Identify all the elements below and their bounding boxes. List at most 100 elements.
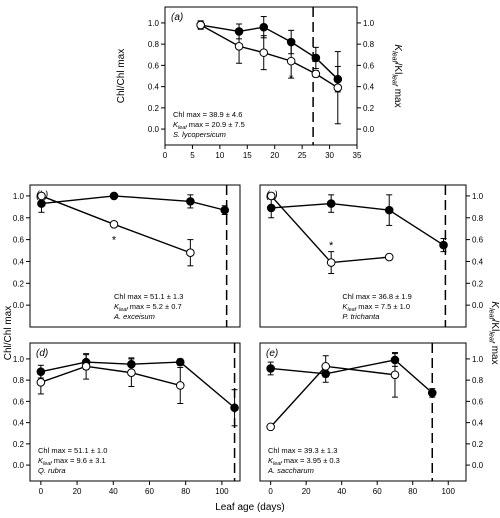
marker-open bbox=[37, 191, 46, 201]
y-axis-title-left: Chl/Chl max bbox=[116, 49, 127, 103]
legend-line: Chl max = 36.8 ± 1.9 bbox=[342, 292, 411, 301]
y-tick-label-right: 0.2 bbox=[472, 279, 484, 288]
y-tick-label-right: 0.6 bbox=[363, 61, 375, 70]
x-tick-label: 60 bbox=[373, 487, 382, 496]
marker-filled bbox=[186, 197, 195, 206]
plot-frame bbox=[29, 342, 241, 482]
legend-species: P. trichanta bbox=[342, 312, 379, 321]
chart-panel: 0.00.20.40.60.81.0(c)*Chl max = 36.8 ± 1… bbox=[259, 184, 484, 328]
y-tick-label: 0.4 bbox=[13, 419, 25, 428]
marker-filled bbox=[220, 205, 230, 215]
series-line bbox=[270, 359, 433, 394]
marker-filled bbox=[311, 53, 321, 63]
marker-open bbox=[326, 258, 336, 267]
y-tick-label: 0.0 bbox=[13, 461, 25, 470]
y-tick-label: 0.8 bbox=[148, 40, 160, 49]
marker-open bbox=[36, 377, 46, 387]
marker-filled bbox=[384, 205, 394, 215]
marker-open bbox=[384, 252, 394, 262]
marker-open bbox=[127, 368, 136, 378]
legend-line: Kleaf max = 9.6 ± 3.1 bbox=[38, 456, 106, 467]
chart-panel: 0.0 0.2 0.4 0.6 0.8 1.0 0 20 40 60 80 100 (d) Chl max… bbox=[13, 342, 241, 496]
y-tick-label: 0.0 bbox=[148, 125, 160, 134]
significance-mark: * bbox=[329, 240, 334, 252]
x-tick-label: 20 bbox=[270, 151, 279, 160]
x-tick-label: 5 bbox=[190, 151, 195, 160]
marker-filled bbox=[175, 357, 185, 367]
x-tick-label: 10 bbox=[215, 151, 224, 160]
y-tick-label: 1.0 bbox=[13, 355, 25, 364]
x-tick-label: 20 bbox=[302, 487, 311, 496]
marker-open bbox=[266, 422, 275, 432]
series-line bbox=[270, 365, 396, 428]
x-axis-title: Leaf age (days) bbox=[215, 502, 285, 513]
marker-open bbox=[175, 381, 185, 390]
marker-filled bbox=[427, 388, 437, 398]
y-axis-title-shared-right: Kleaf/Klleaf max bbox=[488, 301, 500, 364]
marker-open bbox=[259, 48, 269, 57]
series-line bbox=[200, 24, 339, 80]
x-tick-label: 30 bbox=[325, 151, 334, 160]
y-tick-label-right: 1.0 bbox=[472, 192, 484, 201]
y-tick-label: 0.8 bbox=[13, 214, 25, 223]
y-tick-label: 0.2 bbox=[13, 279, 25, 288]
y-tick-label-right: 0.8 bbox=[363, 40, 375, 49]
series-line bbox=[271, 202, 444, 246]
y-tick-label-right: 1.0 bbox=[472, 355, 484, 364]
y-tick-label: 0.8 bbox=[13, 376, 25, 385]
x-tick-label: 60 bbox=[145, 487, 154, 496]
plot-frame bbox=[259, 342, 467, 482]
marker-open bbox=[186, 248, 195, 258]
marker-open bbox=[234, 41, 244, 51]
marker-filled bbox=[266, 203, 276, 213]
y-tick-label-right: 0.0 bbox=[472, 461, 484, 470]
legend-line: Kleaf max = 20.9 ± 7.5 bbox=[173, 120, 245, 131]
marker-open bbox=[286, 56, 296, 66]
legend-species: Q. rubra bbox=[38, 466, 66, 475]
y-tick-label-right: 0.4 bbox=[363, 83, 375, 92]
panel-label: (a) bbox=[171, 12, 183, 23]
x-tick-label: 0 bbox=[163, 151, 168, 160]
legend-line: Chl max = 51.1 ± 1.3 bbox=[114, 292, 183, 301]
chart-panel: 0.0 0.0 0.2 0.2 0.4 0.4 0.6 0.6 0.8 0.8 1.0 1.0 0 5 10… bbox=[148, 6, 375, 160]
y-tick-label-right: 0.4 bbox=[472, 419, 484, 428]
marker-filled bbox=[37, 199, 46, 208]
y-tick-label-right: 0.0 bbox=[472, 301, 484, 310]
y-tick-label-right: 0.2 bbox=[363, 104, 375, 113]
x-tick-label: 20 bbox=[73, 487, 82, 496]
marker-open bbox=[109, 220, 119, 229]
marker-open bbox=[266, 191, 276, 201]
x-tick-label: 100 bbox=[215, 487, 229, 496]
marker-filled bbox=[259, 22, 269, 32]
marker-open bbox=[196, 20, 205, 30]
y-tick-label: 1.0 bbox=[13, 192, 25, 201]
marker-open bbox=[311, 69, 321, 79]
x-tick-label: 0 bbox=[268, 487, 273, 496]
y-tick-label-right: 0.6 bbox=[472, 397, 484, 406]
series-line bbox=[200, 24, 339, 89]
panel-label: (d) bbox=[36, 348, 48, 359]
plot-frame bbox=[259, 184, 467, 328]
marker-open bbox=[390, 370, 400, 380]
x-tick-label: 100 bbox=[442, 487, 456, 496]
legend-line: Kleaf max = 3.95 ± 0.3 bbox=[268, 456, 340, 467]
marker-open bbox=[321, 362, 331, 371]
x-tick-label: 35 bbox=[353, 151, 362, 160]
legend-line: Kleaf max = 5.2 ± 0.7 bbox=[114, 302, 182, 313]
legend-line: Chl max = 38.9 ± 4.6 bbox=[173, 110, 242, 119]
y-tick-label: 0.6 bbox=[13, 236, 25, 245]
marker-filled bbox=[109, 191, 119, 201]
chart-panel: 0.00.20.40.60.81.0(b)*Chl max = 51.1 ± 1… bbox=[13, 184, 241, 328]
plot-frame bbox=[29, 184, 241, 328]
significance-mark: * bbox=[112, 235, 117, 247]
y-tick-label: 0.6 bbox=[148, 61, 160, 70]
x-tick-label: 0 bbox=[39, 487, 44, 496]
marker-open bbox=[81, 362, 91, 371]
y-axis-title-shared-left: Chl/Chl max bbox=[3, 306, 14, 360]
plot-frame bbox=[164, 6, 358, 146]
y-tick-label-right: 0.8 bbox=[472, 214, 484, 223]
significance-mark: * bbox=[289, 73, 294, 85]
x-tick-label: 40 bbox=[109, 487, 118, 496]
legend-species: A. saccharum bbox=[267, 466, 314, 475]
